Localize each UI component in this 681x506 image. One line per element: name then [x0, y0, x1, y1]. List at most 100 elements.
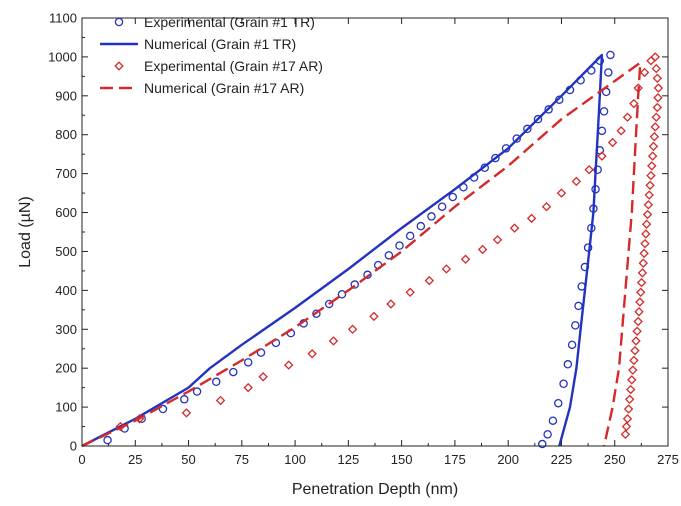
data-point — [395, 241, 404, 250]
data-point — [554, 398, 563, 408]
data-point — [460, 254, 471, 264]
data-point — [639, 67, 650, 78]
data-point — [533, 114, 543, 124]
data-point — [427, 212, 436, 221]
legend-entry-4: Numerical (Grain #17 AR) — [100, 80, 304, 96]
y-tick-label: 400 — [55, 283, 77, 298]
y-tick-label: 900 — [55, 88, 77, 103]
data-point — [639, 248, 649, 259]
x-tick-label: 175 — [444, 452, 466, 467]
legend-label: Numerical (Grain #17 AR) — [144, 80, 304, 96]
data-point — [386, 299, 396, 309]
data-point — [629, 98, 639, 109]
data-point — [637, 268, 648, 278]
x-tick-label: 250 — [604, 452, 626, 467]
legend-label: Numerical (Grain #1 TR) — [144, 36, 296, 52]
data-point — [350, 280, 360, 289]
x-tick-label: 200 — [497, 452, 519, 467]
legend: Experimental (Grain #1 TR) Numerical (Gra… — [100, 14, 323, 96]
data-point — [652, 102, 663, 113]
data-point — [571, 176, 582, 187]
data-point — [646, 170, 656, 181]
data-point — [653, 93, 663, 103]
data-point — [158, 404, 168, 414]
x-tick-label: 150 — [391, 452, 413, 467]
data-point — [477, 244, 488, 255]
data-point — [627, 375, 637, 385]
x-tick-label: 100 — [284, 452, 306, 467]
data-point — [636, 287, 646, 298]
data-point — [215, 395, 226, 406]
data-point — [633, 316, 643, 327]
data-point — [624, 394, 635, 405]
data-point — [243, 358, 253, 367]
data-point — [628, 365, 638, 375]
data-point — [541, 201, 552, 212]
data-point — [621, 421, 632, 432]
data-point — [181, 408, 192, 418]
data-point — [597, 151, 607, 161]
y-tick-label: 0 — [70, 439, 77, 454]
x-tick-label: 0 — [78, 452, 85, 467]
y-tick-label: 1000 — [48, 49, 77, 64]
data-point — [642, 209, 653, 220]
data-point — [651, 112, 661, 122]
legend-label: Experimental (Grain #1 TR) — [144, 14, 315, 30]
data-point — [650, 52, 660, 62]
data-point — [416, 221, 426, 231]
data-point — [543, 430, 552, 439]
data-point — [544, 105, 553, 114]
series-line — [81, 61, 642, 448]
data-point — [641, 219, 652, 229]
x-tick-label: 275 — [657, 452, 679, 467]
data-point — [509, 223, 520, 233]
data-point — [555, 95, 564, 104]
data-point — [652, 73, 663, 84]
data-point — [597, 126, 607, 136]
data-point — [567, 340, 577, 350]
data-point — [307, 349, 317, 359]
data-point — [211, 377, 221, 387]
data-point — [574, 301, 583, 311]
legend-entry-3: Experimental (Grain #17 AR) — [114, 58, 323, 74]
data-point — [584, 165, 594, 175]
data-point — [646, 56, 656, 66]
data-point — [650, 122, 660, 132]
y-tick-label: 300 — [55, 322, 77, 337]
data-point — [632, 326, 642, 336]
data-point — [641, 229, 651, 239]
y-tick-label: 500 — [55, 244, 77, 259]
data-point — [647, 151, 658, 161]
x-tick-label: 225 — [551, 452, 573, 467]
data-point — [606, 50, 615, 60]
x-tick-label: 50 — [181, 452, 195, 467]
data-point — [441, 264, 452, 274]
plot-area — [81, 50, 664, 449]
data-point — [405, 231, 415, 241]
y-axis-title: Load (µN) — [17, 196, 34, 267]
data-point — [363, 270, 372, 280]
series-line — [81, 53, 604, 448]
y-tick-label: 200 — [55, 361, 77, 376]
data-point — [324, 299, 334, 309]
data-point — [645, 180, 655, 191]
data-point — [622, 414, 633, 424]
x-tick-label: 25 — [128, 452, 142, 467]
data-point — [337, 290, 347, 299]
data-point — [283, 360, 294, 370]
data-point — [491, 153, 500, 163]
data-point — [653, 83, 664, 93]
data-point — [640, 238, 650, 249]
x-axis-title: Penetration Depth (nm) — [292, 481, 458, 498]
series-1 — [103, 50, 615, 449]
data-point — [548, 416, 558, 425]
data-point — [616, 126, 626, 136]
legend-swatch — [114, 17, 124, 27]
legend-entry-2: Numerical (Grain #1 TR) — [100, 36, 296, 52]
data-point — [258, 372, 268, 382]
data-point — [634, 307, 644, 317]
legend-entry-1: Experimental (Grain #1 TR) — [114, 14, 315, 30]
series-2 — [81, 53, 604, 448]
data-point — [593, 165, 602, 174]
x-tick-label: 75 — [235, 452, 249, 467]
